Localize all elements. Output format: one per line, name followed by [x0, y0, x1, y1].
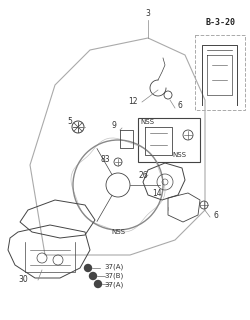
Text: 37(B): 37(B) — [104, 273, 123, 279]
Text: NSS: NSS — [111, 229, 125, 235]
Text: 12: 12 — [128, 98, 138, 107]
Text: NSS: NSS — [172, 152, 186, 158]
Text: NSS: NSS — [140, 119, 154, 125]
Text: 37(A): 37(A) — [104, 282, 123, 288]
Text: 3: 3 — [146, 10, 150, 19]
Circle shape — [94, 281, 102, 287]
Text: 9: 9 — [111, 122, 116, 131]
Text: 6: 6 — [178, 101, 183, 110]
Circle shape — [84, 265, 91, 271]
Circle shape — [90, 273, 96, 279]
Text: 30: 30 — [18, 276, 28, 284]
Text: 6: 6 — [213, 211, 218, 220]
Text: 37(A): 37(A) — [104, 264, 123, 270]
Text: 5: 5 — [67, 117, 72, 126]
Text: 14: 14 — [152, 189, 162, 198]
Text: B-3-20: B-3-20 — [205, 18, 235, 27]
Text: 83: 83 — [100, 156, 110, 164]
Text: 26: 26 — [138, 171, 148, 180]
